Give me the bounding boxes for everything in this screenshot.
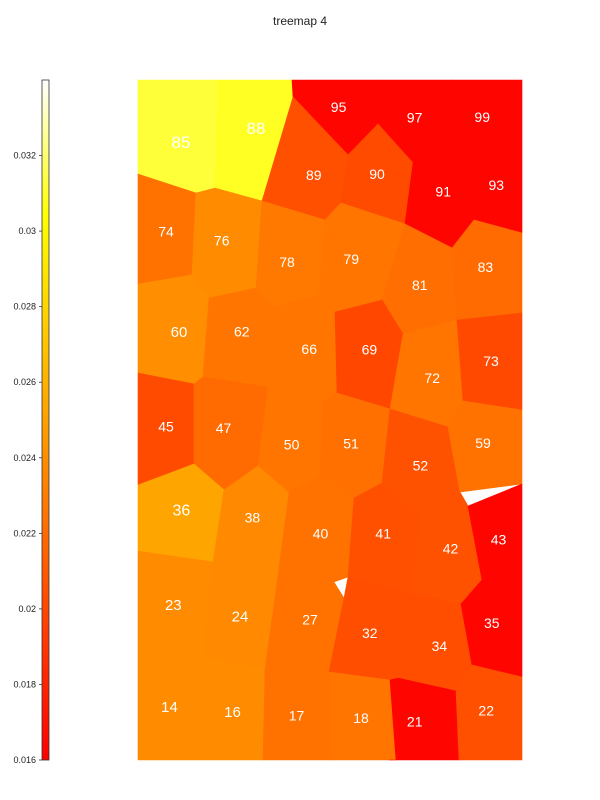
treemap-cell-label: 89 [306,167,322,183]
treemap-cell-label: 66 [301,341,317,357]
colorbar: 0.016 0.018 0.02 0.022 0.024 0.026 0.028 0.03 0.… [13,79,50,765]
treemap-cell-label: 88 [247,119,266,138]
treemap-cell-label: 85 [172,133,191,152]
treemap-cell-label: 93 [489,177,505,193]
treemap-cell-label: 83 [478,259,494,275]
treemap-cell-label: 40 [313,526,329,542]
treemap-cell-label: 79 [343,251,359,267]
treemap-cell-label: 91 [435,184,451,200]
colorbar-gradient [41,79,50,761]
colorbar-tick-label: 0.022 [13,528,36,538]
colorbar-tick-label: 0.018 [13,679,36,689]
treemap-cell-label: 72 [424,370,440,386]
treemap-cell-35 [460,579,523,678]
treemap-cell-59 [447,400,523,493]
treemap-cell-label: 34 [432,638,448,654]
treemap-cell-label: 35 [484,615,500,631]
treemap-cell-label: 62 [234,323,250,339]
treemap-cell-label: 97 [407,109,423,125]
treemap-cell-label: 42 [443,541,459,557]
treemap-cell-label: 73 [483,353,499,369]
colorbar-tick-label: 0.016 [13,755,36,765]
colorbar-tick-label: 0.026 [13,377,36,387]
treemap-cell-label: 14 [161,699,178,716]
treemap-cell-label: 74 [158,224,174,240]
treemap-cell-label: 21 [407,714,423,730]
treemap-cell-label: 36 [173,502,191,519]
colorbar-tick-label: 0.03 [18,226,36,236]
treemap-cell-label: 17 [289,708,305,724]
colorbar-tick-label: 0.024 [13,453,36,463]
treemap-cell-label: 32 [362,625,378,641]
treemap-cell-label: 47 [216,420,232,436]
treemap-cell-83 [451,219,523,321]
treemap-cell-label: 18 [353,710,369,726]
treemap-cell-label: 27 [302,612,318,628]
treemap-cell-label: 38 [245,509,261,525]
treemap-cell-label: 45 [158,419,174,435]
treemap-cells: 85 88 95 97 99 74 76 89 90 91 93 78 79 81 83 60 62 66 69 72… [137,79,523,761]
colorbar-tick-label: 0.032 [13,151,36,161]
treemap-cell-label: 22 [478,703,494,719]
treemap-cell-label: 23 [165,597,182,614]
treemap-cell-22 [455,664,523,761]
treemap-cell-label: 76 [214,233,230,249]
treemap-cell-label: 60 [171,324,188,341]
treemap-cell-label: 78 [279,254,295,270]
treemap-cell-label: 99 [474,109,490,125]
treemap-cell-label: 41 [375,526,391,542]
treemap-cell-label: 16 [224,704,241,721]
treemap-cell-21 [389,677,460,761]
chart-title: treemap 4 [272,14,328,28]
treemap-cell-label: 81 [412,277,428,293]
treemap-cell-label: 52 [413,458,429,474]
treemap-cell-label: 59 [475,435,491,451]
treemap-cell-label: 95 [331,99,347,115]
treemap-cell-label: 51 [343,435,359,451]
treemap-cell-label: 69 [362,342,378,358]
treemap-cell-label: 43 [491,532,507,548]
colorbar-tick-label: 0.02 [18,604,36,614]
colorbar-tick-label: 0.028 [13,302,36,312]
treemap-cell-label: 90 [369,166,385,182]
treemap-cell-label: 24 [232,608,249,625]
treemap-cell-label: 50 [284,437,300,453]
